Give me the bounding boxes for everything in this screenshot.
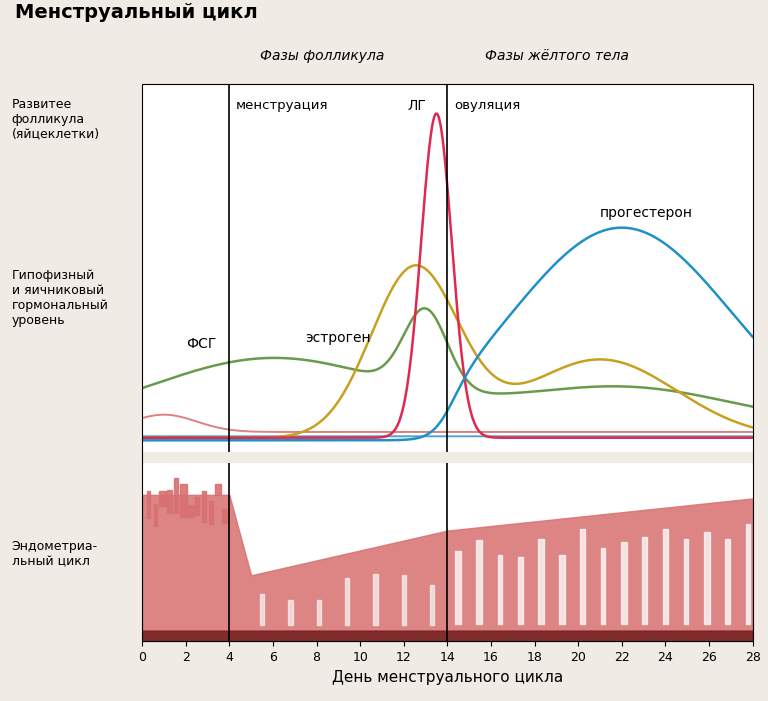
Polygon shape [559, 555, 564, 624]
Polygon shape [476, 540, 482, 624]
Polygon shape [538, 539, 544, 624]
Polygon shape [260, 594, 264, 625]
Text: менструация: менструация [236, 99, 329, 112]
Polygon shape [202, 491, 207, 522]
Polygon shape [159, 491, 166, 506]
Polygon shape [316, 599, 321, 625]
Polygon shape [195, 497, 199, 515]
Polygon shape [209, 501, 214, 524]
Polygon shape [581, 529, 584, 624]
Text: прогестерон: прогестерон [600, 206, 693, 220]
Polygon shape [288, 599, 293, 625]
Polygon shape [430, 585, 434, 625]
Polygon shape [642, 537, 647, 624]
Polygon shape [154, 504, 157, 526]
Polygon shape [498, 555, 502, 624]
Polygon shape [167, 490, 172, 513]
Text: Фазы фолликула: Фазы фолликула [260, 48, 385, 62]
Text: Гипофизный
и яичниковый
гормональный
уровень: Гипофизный и яичниковый гормональный уро… [12, 269, 108, 327]
Text: ЛГ: ЛГ [408, 99, 426, 113]
Polygon shape [222, 509, 228, 523]
Text: эстроген: эстроген [306, 331, 371, 345]
Polygon shape [746, 524, 750, 624]
Text: Фазы жёлтого тела: Фазы жёлтого тела [485, 48, 629, 62]
Polygon shape [180, 484, 187, 517]
Polygon shape [147, 491, 151, 518]
Polygon shape [174, 478, 178, 513]
X-axis label: День менструального цикла: День менструального цикла [332, 669, 563, 685]
Text: Развитее
фолликула
(яйцеклетки): Развитее фолликула (яйцеклетки) [12, 97, 100, 141]
Polygon shape [187, 505, 194, 517]
Polygon shape [725, 539, 730, 624]
Text: Менструальный цикл: Менструальный цикл [15, 3, 258, 22]
Polygon shape [402, 575, 406, 625]
Polygon shape [684, 539, 688, 624]
Polygon shape [518, 557, 523, 624]
Polygon shape [214, 484, 221, 496]
Polygon shape [621, 543, 627, 624]
Text: ФСГ: ФСГ [186, 337, 216, 351]
Polygon shape [601, 547, 605, 624]
Polygon shape [704, 532, 710, 624]
Polygon shape [345, 578, 349, 625]
Text: овуляция: овуляция [454, 99, 520, 112]
Polygon shape [455, 552, 462, 624]
Polygon shape [373, 574, 378, 625]
Text: Эндометриа-
льный цикл: Эндометриа- льный цикл [12, 540, 98, 568]
Polygon shape [664, 529, 667, 624]
